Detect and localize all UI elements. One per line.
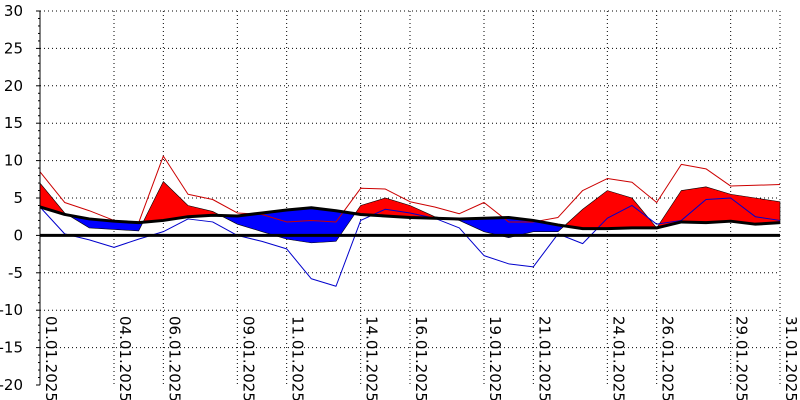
y-tick-label: -20	[0, 376, 23, 394]
y-tick-label: 25	[4, 39, 23, 57]
x-tick-label: 14.01.2025	[363, 316, 381, 400]
x-tick-label: 16.01.2025	[412, 316, 430, 400]
normal-temperature-line	[39, 205, 781, 231]
y-tick-label: 20	[4, 77, 23, 95]
min-temperature-line	[39, 197, 781, 287]
y-tick-label: 10	[4, 152, 23, 170]
x-tick-label: 21.01.2025	[535, 316, 553, 400]
series-lines	[39, 155, 781, 287]
y-tick-label: -5	[8, 264, 23, 282]
max-temperature-line	[39, 155, 781, 224]
x-tick-label: 31.01.2025	[782, 316, 800, 400]
x-tick-label: 19.01.2025	[486, 316, 504, 400]
y-tick-label: 0	[13, 226, 23, 244]
x-tick-label: 24.01.2025	[609, 316, 627, 400]
x-tick-label: 11.01.2025	[289, 316, 307, 400]
x-tick-label: 09.01.2025	[239, 316, 257, 400]
x-tick-label: 26.01.2025	[659, 316, 677, 400]
y-tick-label: -10	[0, 301, 23, 319]
y-tick-label: 5	[13, 189, 23, 207]
y-tick-label: -15	[0, 339, 23, 357]
x-tick-label: 29.01.2025	[733, 316, 751, 400]
y-tick-label: 15	[4, 114, 23, 132]
x-tick-label: 04.01.2025	[116, 316, 134, 400]
axes	[36, 10, 780, 386]
x-tick-label: 01.01.2025	[42, 316, 60, 400]
x-tick-label: 06.01.2025	[165, 316, 183, 400]
y-tick-label: 30	[4, 2, 23, 20]
